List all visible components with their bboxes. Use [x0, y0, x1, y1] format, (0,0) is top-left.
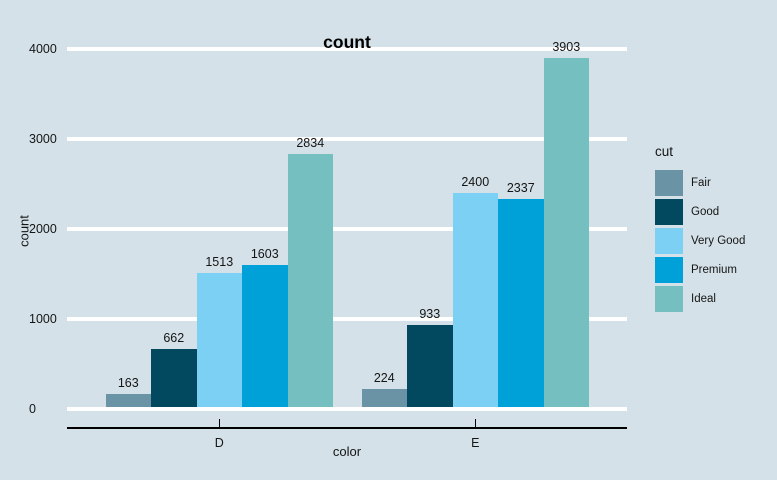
- bar-premium-d: [242, 264, 288, 407]
- bar-value-label-very-good-d: 1513: [205, 254, 234, 269]
- x-tick-d: [218, 418, 220, 428]
- bar-premium-e: [498, 198, 544, 407]
- gridline-y-1000: [67, 317, 627, 321]
- gridline-y-3000: [67, 137, 627, 141]
- bar-value-label-premium-e: 2337: [506, 180, 535, 195]
- gridline-y-4000: [67, 47, 627, 51]
- legend-swatch-fair: [655, 170, 683, 196]
- bar-value-label-very-good-e: 2400: [461, 175, 490, 189]
- bar-value-label-fair-e: 224: [373, 370, 395, 385]
- x-tick-e: [474, 418, 476, 428]
- legend-label-premium: Premium: [691, 264, 738, 276]
- bar-very-good-e: [452, 193, 498, 407]
- bar-ideal-e: [543, 57, 589, 407]
- legend-title: cut: [655, 144, 674, 159]
- bar-value-label-good-e: 933: [419, 307, 441, 322]
- bar-value-label-ideal-e: 3903: [552, 39, 581, 54]
- legend-item-ideal: Ideal: [655, 286, 773, 312]
- y-tick-label-1000: 1000: [29, 312, 57, 326]
- chart-title: count: [323, 32, 371, 52]
- legend-item-fair: Fair: [655, 170, 773, 196]
- legend-item-good: Good: [655, 199, 773, 225]
- x-category-label-d: D: [214, 436, 224, 450]
- y-tick-label-0: 0: [29, 402, 36, 416]
- legend-item-very-good: Very Good: [655, 228, 773, 254]
- legend-label-good: Good: [691, 206, 720, 218]
- legend-swatch-good: [655, 199, 683, 225]
- y-tick-label-4000: 4000: [29, 42, 57, 56]
- legend-items: Fair Good Very Good Premium Ideal: [655, 170, 773, 312]
- bar-good-e: [407, 325, 453, 407]
- x-category-label-e: E: [471, 436, 480, 450]
- y-tick-label-3000: 3000: [29, 132, 57, 146]
- legend-label-very-good: Very Good: [691, 235, 746, 247]
- gridline-y-2000: [67, 227, 627, 231]
- bar-value-label-ideal-d: 2834: [296, 135, 325, 150]
- bar-value-label-premium-d: 1603: [250, 246, 279, 261]
- legend-label-ideal: Ideal: [691, 293, 716, 305]
- bar-good-d: [151, 349, 197, 407]
- y-tick-label-2000: 2000: [29, 222, 57, 236]
- bar-fair-e: [361, 388, 407, 407]
- legend-swatch-ideal: [655, 286, 683, 312]
- x-axis-line: [67, 427, 627, 429]
- legend-item-premium: Premium: [655, 257, 773, 283]
- legend-swatch-premium: [655, 257, 683, 283]
- legend-label-fair: Fair: [691, 177, 711, 189]
- legend: cut Fair Good Very Good Premium Ideal: [655, 144, 773, 315]
- bar-very-good-d: [196, 272, 242, 407]
- bar-fair-d: [105, 394, 151, 407]
- x-axis-title: color: [332, 444, 362, 459]
- bar-ideal-d: [287, 153, 333, 407]
- bar-value-label-fair-d: 163: [117, 376, 139, 391]
- bar-value-label-good-d: 662: [163, 331, 185, 346]
- gridline-y-0: [67, 407, 627, 411]
- legend-swatch-very-good: [655, 228, 683, 254]
